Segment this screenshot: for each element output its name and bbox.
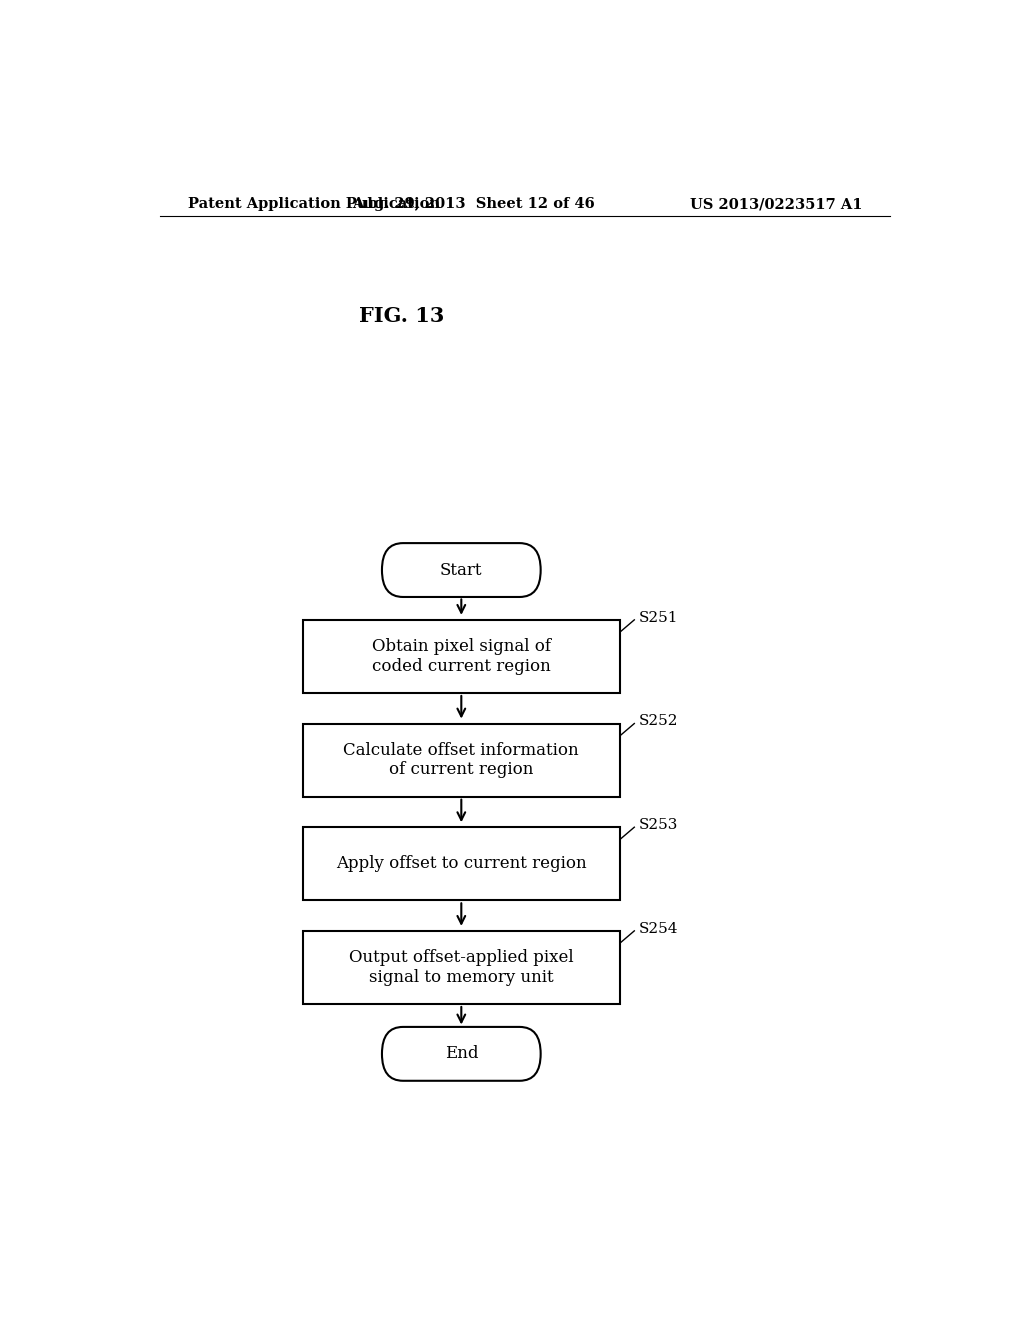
Text: S253: S253 bbox=[638, 818, 678, 832]
Text: End: End bbox=[444, 1045, 478, 1063]
Text: Start: Start bbox=[440, 561, 482, 578]
FancyBboxPatch shape bbox=[303, 828, 620, 900]
Text: Apply offset to current region: Apply offset to current region bbox=[336, 855, 587, 873]
Text: Calculate offset information
of current region: Calculate offset information of current … bbox=[343, 742, 580, 779]
Text: S252: S252 bbox=[638, 714, 678, 729]
Text: S251: S251 bbox=[638, 611, 678, 624]
Text: S254: S254 bbox=[638, 921, 678, 936]
Text: Aug. 29, 2013  Sheet 12 of 46: Aug. 29, 2013 Sheet 12 of 46 bbox=[352, 197, 595, 211]
FancyBboxPatch shape bbox=[382, 1027, 541, 1081]
Text: Patent Application Publication: Patent Application Publication bbox=[187, 197, 439, 211]
Text: Obtain pixel signal of
coded current region: Obtain pixel signal of coded current reg… bbox=[372, 638, 551, 675]
Text: FIG. 13: FIG. 13 bbox=[359, 306, 444, 326]
FancyBboxPatch shape bbox=[303, 620, 620, 693]
FancyBboxPatch shape bbox=[303, 723, 620, 797]
FancyBboxPatch shape bbox=[382, 543, 541, 597]
Text: US 2013/0223517 A1: US 2013/0223517 A1 bbox=[689, 197, 862, 211]
Text: Output offset-applied pixel
signal to memory unit: Output offset-applied pixel signal to me… bbox=[349, 949, 573, 986]
FancyBboxPatch shape bbox=[303, 931, 620, 1005]
